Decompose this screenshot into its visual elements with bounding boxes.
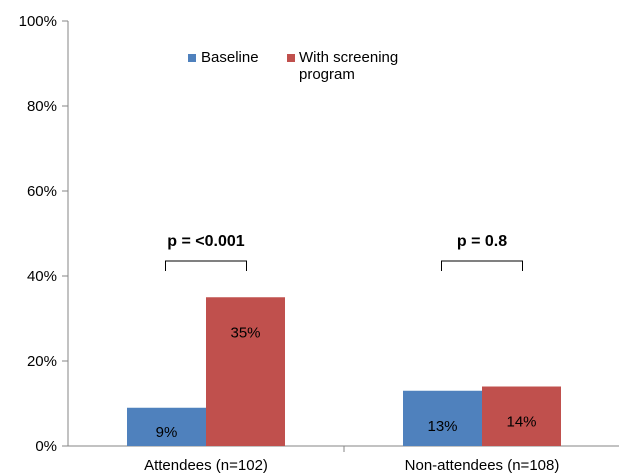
y-tick-label: 60% <box>27 183 57 200</box>
data-label: 35% <box>230 324 260 341</box>
significance-annotations: p = <0.001 p = 0.8 <box>165 233 523 271</box>
bar-screening-1 <box>482 386 561 446</box>
data-label: 13% <box>427 418 457 435</box>
label-group: 9% 35% Attendees (n=102) 13% 14% Non-attendee… <box>144 324 559 474</box>
y-tick-label: 0% <box>35 438 57 455</box>
bar-group <box>127 297 561 446</box>
bar-screening-0 <box>206 297 285 446</box>
x-category-label: Non-attendees (n=108) <box>405 457 560 474</box>
legend-label-screening-line: With screening <box>299 49 398 66</box>
bar-baseline-0 <box>127 407 206 446</box>
legend-swatch-baseline <box>188 54 196 62</box>
y-tick-label: 100% <box>19 13 57 30</box>
significance-bracket <box>165 260 247 271</box>
legend-swatch-screening <box>287 54 295 62</box>
p-value-label: p = 0.8 <box>457 233 507 250</box>
x-category-label: Attendees (n=102) <box>144 457 268 474</box>
data-label: 9% <box>156 424 178 441</box>
data-label: 14% <box>506 414 536 431</box>
p-value-label: p = <0.001 <box>167 233 244 250</box>
y-tick-label: 80% <box>27 98 57 115</box>
legend-label-baseline: Baseline <box>201 49 259 66</box>
y-tick-label: 40% <box>27 268 57 285</box>
y-tick-label: 20% <box>27 353 57 370</box>
legend-label-screening-line: program <box>299 66 355 83</box>
bar-baseline-1 <box>403 390 482 446</box>
significance-bracket <box>441 260 523 271</box>
